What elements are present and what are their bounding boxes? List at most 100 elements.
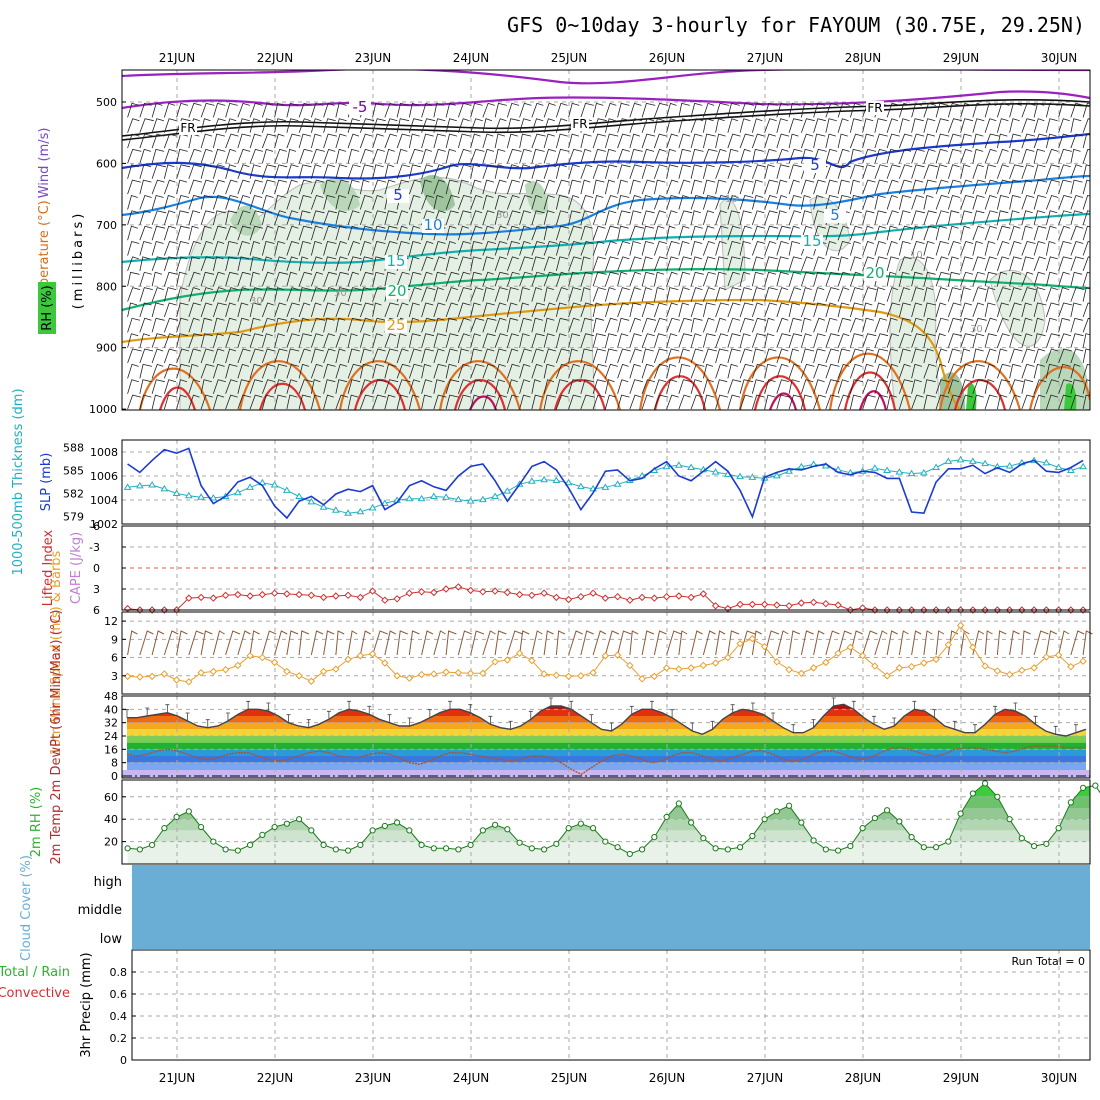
wind-barb [555,271,568,287]
wind-barb [212,225,227,241]
wind-speed-point [123,672,132,681]
wind-barb [372,179,387,195]
wind-barb [237,333,251,348]
wind-barb [666,333,678,348]
wind-barb [286,210,299,225]
wind-barb [139,225,153,241]
wind-barb [1009,195,1021,210]
contour-label-bg [824,209,846,223]
lifted-index-point [405,589,414,597]
wind-barb [506,210,521,225]
wind-barb [592,333,606,348]
surface-wind-barb [568,630,583,656]
wind-barb [886,348,899,364]
wind-speed-point [417,670,426,679]
wind-barb [727,179,742,195]
wind-barb [127,102,140,118]
wind-barb [1021,179,1033,195]
wind-barb [176,271,188,287]
wind-barb [984,333,997,348]
wind-barb [800,194,811,210]
wind-barb [494,225,507,241]
wind-barb [1070,225,1084,241]
wind-barb [739,241,751,256]
wind-barb [923,241,935,256]
wind-barb [261,164,277,179]
wind-barb [139,333,151,348]
wind-barb [237,348,251,364]
wind-barb [176,394,188,410]
wind-barb [874,225,887,241]
wind-barb [176,363,191,379]
wind-barb [1045,363,1059,379]
wind-barb [261,394,275,410]
thickness-point [307,497,316,505]
wind-barb [335,102,347,118]
wind-barb [568,394,582,410]
wind-speed-point [650,672,659,681]
wind-barb [923,333,936,348]
wind-barb [139,394,152,410]
date-label-top: 29JUN [943,51,980,65]
rh-point [945,838,952,845]
wind-barb [837,271,850,287]
wind-barb [972,148,984,164]
wind-barb [323,271,337,287]
wind-barb [1058,164,1071,179]
wind-barb [666,133,679,149]
wind-barb [690,225,703,241]
wind-barb [617,256,630,272]
wind-barb [396,363,411,379]
wind-barb [837,241,851,256]
wind-barb [837,179,850,195]
surface-wind-barb [825,630,840,656]
wind-barb [1021,363,1035,379]
wind-barb [862,302,873,318]
contour-label-bg [864,267,886,281]
rh-point [553,840,560,847]
wind-barb [494,271,509,287]
wind-barb [776,179,788,195]
wind-barb [580,179,591,195]
wind-barb [702,379,714,394]
precip-axis: 0.80.60.40.20 [110,966,136,1067]
wind-speed-point [552,671,561,679]
wind-barb [1045,348,1059,364]
wind-barb [200,118,211,133]
wind-speed-point [797,669,806,678]
wind-barb [935,133,950,149]
wind-barb [274,148,287,164]
wind-speed-point [724,653,732,662]
wind-barb [457,210,472,225]
rh-point [247,841,254,849]
axis-tick-label: 24 [104,730,118,743]
wind-speed-point [626,661,634,670]
wind-barb [470,195,483,210]
rh-point [492,821,499,828]
rh-point [308,827,315,834]
wind-barb [629,363,641,379]
wind-barb [188,348,202,364]
wind-barb [298,317,310,333]
rh-band [127,841,1090,864]
surface-wind-barb [261,630,277,656]
wind-barb [1021,271,1034,287]
wind-barb [739,102,755,118]
wind-barb [751,363,766,379]
wind-barb [237,179,251,195]
wind-speed-point [515,649,524,658]
wind-barb [690,271,704,287]
wind-barb [947,302,961,318]
wind-barb [151,102,163,118]
wind-barb [617,241,631,256]
wind-barb [286,302,300,318]
wind-barb [1009,133,1022,149]
cloud-level-low: low [100,932,123,947]
wind-barb [200,256,215,272]
precip-tick-label: 0 [120,1054,127,1067]
rh-point [173,813,180,821]
wind-barb [984,225,998,241]
slp-tick-label: 1006 [90,470,118,483]
wind-barb [715,317,727,333]
